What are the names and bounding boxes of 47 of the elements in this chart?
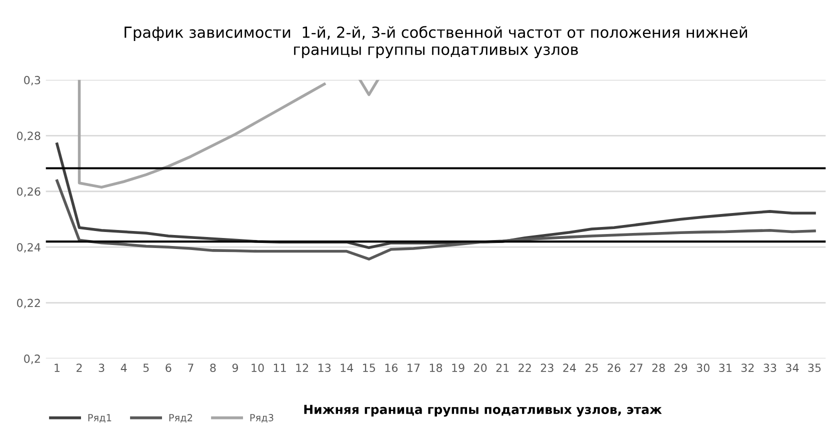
legend-label: Ряд3 xyxy=(250,414,274,423)
x-tick-label: 32 xyxy=(741,364,754,372)
x-tick-label: 30 xyxy=(696,364,710,372)
x-tick-label: 33 xyxy=(764,364,776,372)
x-tick-label: 20 xyxy=(474,364,487,372)
x-tick-label: 27 xyxy=(630,364,642,372)
x-tick-label: 29 xyxy=(674,364,688,372)
x-tick-label: 23 xyxy=(540,364,554,372)
chart-title: График зависимости 1-й, 2-й, 3-й собственной частот от положения нижней границы группы податливых узлов xyxy=(124,26,747,58)
x-tick-label: 25 xyxy=(585,364,598,372)
x-tick-label: 31 xyxy=(719,364,732,372)
x-tick-label: 26 xyxy=(608,364,620,372)
x-tick-label: 9 xyxy=(232,364,238,372)
x-tick-label: 16 xyxy=(385,364,398,372)
x-axis-title: Нижняя граница группы податливых узлов, этаж xyxy=(304,404,662,417)
x-tick-label: 21 xyxy=(496,364,509,372)
x-tick-label: 3 xyxy=(98,364,104,372)
x-tick-label: 5 xyxy=(143,364,149,372)
x-tick-label: 11 xyxy=(274,364,286,372)
x-tick-label: 22 xyxy=(518,364,531,372)
x-tick-label: 10 xyxy=(252,364,264,372)
legend-label: Ряд1 xyxy=(88,414,112,423)
y-tick-label: 0,26 xyxy=(17,187,40,197)
x-tick-label: 2 xyxy=(76,364,82,372)
x-tick-label: 35 xyxy=(808,364,821,372)
x-tick-label: 24 xyxy=(563,364,576,372)
y-tick-label: 0,3 xyxy=(24,76,40,86)
x-tick-label: 6 xyxy=(166,364,172,372)
x-tick-label: 14 xyxy=(340,364,354,372)
legend-label: Ряд2 xyxy=(169,414,192,423)
x-tick-label: 17 xyxy=(408,364,420,372)
x-tick-label: 13 xyxy=(318,364,331,372)
x-tick-label: 19 xyxy=(452,364,464,372)
x-tick-label: 1 xyxy=(54,364,60,372)
y-tick-label: 0,22 xyxy=(17,298,40,308)
x-tick-label: 4 xyxy=(120,364,127,372)
y-tick-label: 0,24 xyxy=(17,243,40,253)
x-tick-label: 7 xyxy=(188,364,194,372)
line-series xyxy=(56,179,816,260)
x-tick-label: 12 xyxy=(296,364,308,372)
x-tick-label: 34 xyxy=(786,364,799,372)
y-tick-label: 0,28 xyxy=(17,132,40,142)
x-tick-label: 28 xyxy=(652,364,665,372)
y-tick-label: 0,2 xyxy=(24,354,40,364)
x-tick-label: 15 xyxy=(363,364,376,372)
x-tick-label: 8 xyxy=(210,364,216,372)
x-tick-label: 18 xyxy=(430,364,442,372)
